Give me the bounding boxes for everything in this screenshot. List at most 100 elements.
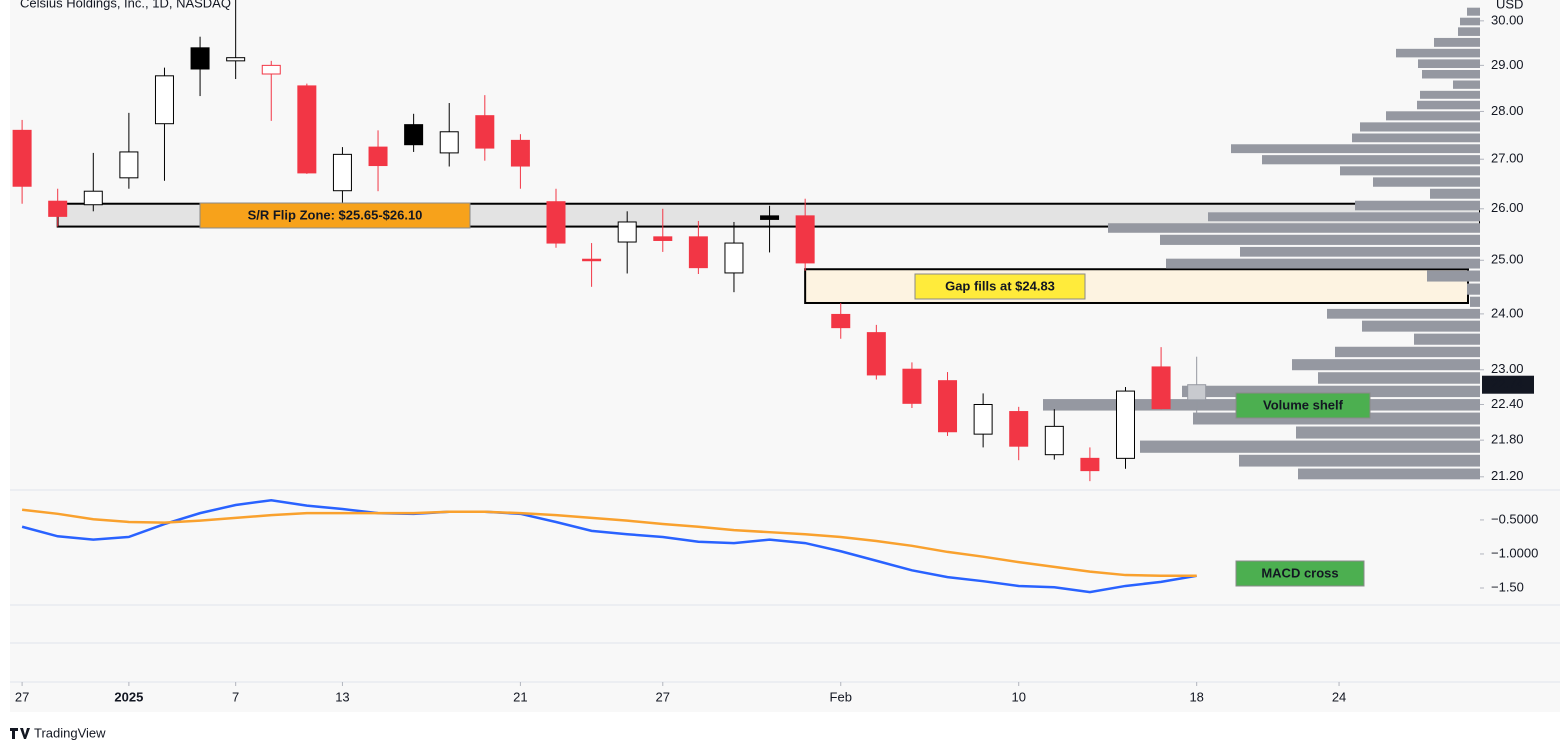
volume-profile-bar	[1240, 246, 1480, 257]
volume-profile-bar	[1434, 37, 1480, 47]
candle-body	[332, 153, 352, 192]
x-tick-label: 7	[232, 689, 239, 704]
x-tick-label: 18	[1189, 689, 1203, 704]
candle-body	[546, 201, 566, 244]
candle-body	[582, 258, 602, 262]
candle-body	[154, 75, 174, 125]
y-tick-label: −1.0000	[1491, 545, 1538, 560]
macd-line	[21, 508, 1197, 577]
candle-body	[1151, 366, 1171, 410]
candle-body	[617, 221, 637, 243]
price-pane: S/R Flip Zone: $25.65-$26.10 Gap fills at…	[12, 0, 1480, 482]
candle-body	[119, 151, 139, 179]
candle-body	[12, 129, 32, 187]
volume-profile-bar	[1335, 346, 1480, 358]
annotation: Volume shelf	[1263, 397, 1344, 412]
y-tick-label: 27.00	[1491, 151, 1524, 166]
volume-profile-bar	[1427, 270, 1480, 282]
volume-profile-bar	[1108, 223, 1480, 233]
volume-profile-bar	[1386, 111, 1480, 121]
zone-label: Gap fills at $24.83	[945, 278, 1055, 293]
volume-profile-bar	[1460, 17, 1480, 26]
y-tick-label: 25.00	[1491, 252, 1524, 267]
candle-body	[831, 313, 851, 329]
volume-profile-bar	[1420, 90, 1480, 99]
annotation: MACD cross	[1261, 565, 1338, 580]
volume-profile-bar	[1262, 155, 1480, 165]
candle-body	[297, 85, 317, 174]
x-tick-label: 13	[335, 689, 349, 704]
volume-profile-bar	[1467, 7, 1480, 16]
annotation-box	[1235, 560, 1365, 587]
macd-line	[21, 498, 1197, 594]
volume-profile-bar	[1327, 308, 1480, 319]
volume-profile-bar	[1360, 122, 1480, 132]
x-tick-label: 2025	[114, 689, 143, 704]
candle-body	[190, 47, 210, 70]
currency: USD	[1496, 0, 1523, 11]
zone	[804, 268, 1469, 304]
candle-body	[510, 139, 530, 167]
axes: 30.00 29.00 28.00 27.00 26.00 25.00 24.00 23.00…	[15, 12, 1538, 704]
volume-profile-bar	[1208, 212, 1480, 222]
y-tick-label: 30.00	[1491, 12, 1524, 27]
y-tick-label: 29.00	[1491, 57, 1524, 72]
y-tick-label: 26.00	[1491, 200, 1524, 215]
volume-profile-bar	[1396, 48, 1480, 58]
volume-profile-bar	[1239, 454, 1480, 467]
x-tick-label: 21	[513, 689, 527, 704]
y-tick-label: −1.50	[1491, 579, 1524, 594]
x-tick-label: 27	[15, 689, 29, 704]
candle-body	[653, 236, 673, 241]
candle-body	[1044, 425, 1064, 456]
y-tick-label: 22.40	[1491, 396, 1524, 411]
symbol: Celsius Holdings, Inc., 1D, NASDAQ	[20, 0, 231, 10]
y-tick-label: 24.00	[1491, 305, 1524, 320]
candle-body	[688, 236, 708, 269]
volume-profile-bar	[1458, 27, 1480, 36]
y-tick-label: 21.20	[1491, 468, 1524, 483]
x-tick-label: 24	[1332, 689, 1346, 704]
candle-body	[1080, 457, 1100, 472]
candle-body	[261, 64, 281, 75]
volume-profile-bar	[1352, 133, 1480, 143]
candle-body	[439, 131, 459, 154]
logo	[10, 728, 30, 739]
volume-profile-bar	[1373, 177, 1480, 187]
annotation-box	[1235, 392, 1371, 419]
volume-profile-bar	[1467, 283, 1480, 295]
volume-profile-bar	[1362, 320, 1480, 332]
volume-profile-bar	[1193, 412, 1480, 425]
candle-body	[475, 115, 495, 149]
volume-profile-bar	[1140, 440, 1480, 453]
candle-body	[973, 403, 993, 435]
y-tick-label: 28.00	[1491, 103, 1524, 118]
last-price-box	[1482, 375, 1534, 394]
volume-profile-bar	[1453, 80, 1480, 89]
volume-profile-bar	[1417, 100, 1480, 110]
volume-profile-bar	[1166, 258, 1480, 269]
chart-background	[10, 0, 1560, 712]
volume-profile-bar	[1470, 296, 1480, 307]
volume-profile-bar	[1231, 144, 1480, 154]
candle-body	[1187, 384, 1207, 401]
volume-profile-bar	[1298, 468, 1480, 480]
candle-body	[404, 124, 424, 146]
y-tick-label: 23.00	[1491, 361, 1524, 376]
volume-profile-bar	[1160, 234, 1480, 245]
volume-profile-bar	[1355, 200, 1480, 211]
candle-body	[902, 368, 922, 404]
volume-profile-bar	[1414, 333, 1480, 345]
volume-profile-bar	[1418, 59, 1480, 69]
candle-body	[795, 215, 815, 264]
zone-label-box	[914, 273, 1086, 300]
volume-profile-bar	[1182, 385, 1480, 398]
candle-body	[1115, 390, 1135, 459]
candle-body	[866, 332, 886, 376]
candle-body	[724, 242, 744, 274]
y-tick-label: 21.80	[1491, 432, 1524, 447]
last-price-label: 22.74	[1491, 376, 1524, 391]
x-tick-label: 10	[1011, 689, 1025, 704]
zone-label: S/R Flip Zone: $25.65-$26.10	[248, 207, 423, 222]
